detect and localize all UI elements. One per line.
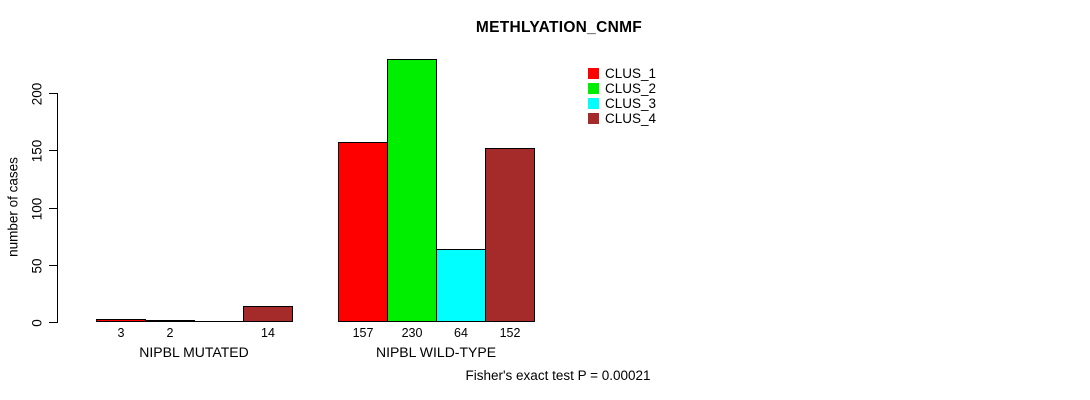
bar (338, 142, 388, 322)
y-axis-line (57, 93, 58, 323)
bar (96, 319, 146, 322)
legend-swatch (588, 98, 599, 109)
bar-value-label: 14 (261, 326, 275, 340)
group-label: NIPBL MUTATED (139, 344, 249, 360)
bar-value-label: 230 (401, 326, 423, 340)
y-axis-tick (49, 208, 57, 209)
legend-item: CLUS_4 (588, 111, 656, 126)
legend-label: CLUS_3 (605, 96, 657, 111)
chart-title: METHLYATION_CNMF (475, 19, 643, 36)
legend: CLUS_1 CLUS_2 CLUS_3 CLUS_4 (588, 66, 656, 126)
legend-item: CLUS_3 (588, 96, 656, 111)
y-axis-label: number of cases (5, 157, 21, 257)
legend-swatch (588, 68, 599, 79)
bar (485, 148, 535, 322)
group-label: NIPBL WILD-TYPE (375, 344, 497, 360)
legend-swatch (588, 83, 599, 94)
bar (194, 321, 244, 322)
bar (436, 249, 486, 322)
legend-item: CLUS_1 (588, 66, 656, 81)
y-axis-tick (49, 322, 57, 323)
y-tick-label: 100 (29, 197, 45, 220)
bar-value-label: 64 (454, 326, 468, 340)
legend-swatch (588, 113, 599, 124)
legend-label: CLUS_1 (605, 66, 657, 81)
y-tick-label: 50 (29, 257, 45, 274)
bar (145, 320, 195, 322)
y-tick-label: 200 (29, 82, 45, 105)
legend-label: CLUS_2 (605, 81, 657, 96)
bar (387, 59, 437, 322)
y-tick-label: 0 (29, 318, 45, 327)
y-tick-label: 150 (29, 139, 45, 162)
bar-value-label: 152 (499, 326, 521, 340)
y-axis-tick (49, 265, 57, 266)
bar-value-label: 157 (352, 326, 374, 340)
bar-value-label: 2 (166, 326, 174, 340)
bar-value-label: 3 (117, 326, 125, 340)
y-axis-tick (49, 150, 57, 151)
annotation-text: Fisher's exact test P = 0.00021 (465, 368, 651, 383)
y-axis-tick (49, 93, 57, 94)
legend-label: CLUS_4 (605, 111, 657, 126)
legend-item: CLUS_2 (588, 81, 656, 96)
bar (243, 306, 293, 322)
